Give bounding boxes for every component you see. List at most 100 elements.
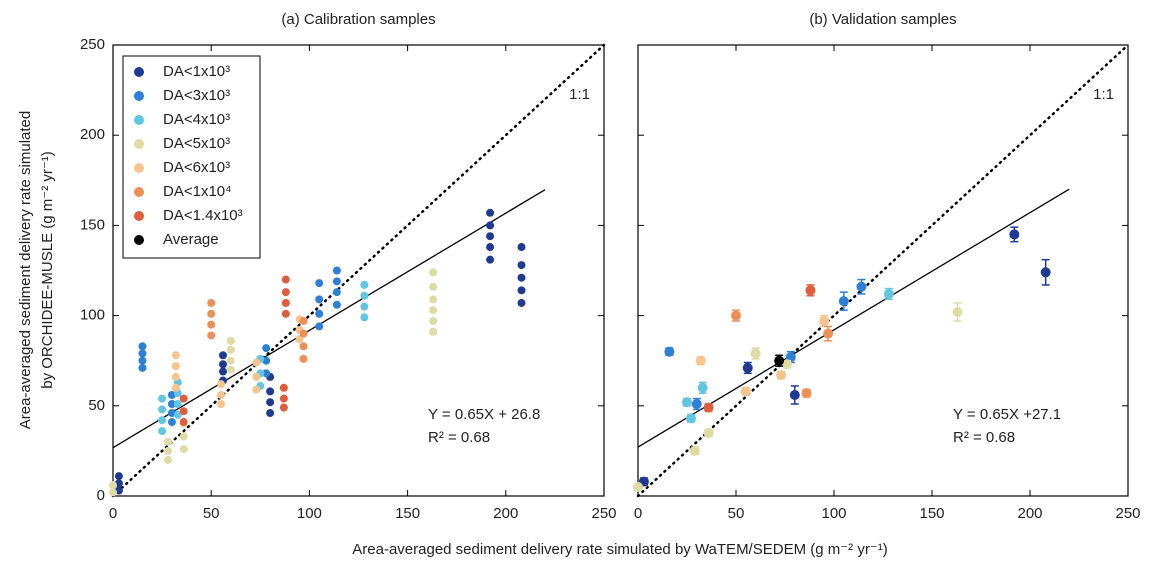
point bbox=[1009, 229, 1020, 240]
point bbox=[486, 243, 495, 252]
point bbox=[486, 208, 495, 217]
point bbox=[789, 389, 800, 400]
point bbox=[823, 328, 834, 339]
point bbox=[138, 356, 147, 365]
point bbox=[332, 288, 341, 297]
point bbox=[179, 432, 188, 441]
point bbox=[517, 273, 526, 282]
y-tick-label: 250 bbox=[80, 36, 105, 53]
point bbox=[266, 387, 275, 396]
point bbox=[697, 382, 708, 393]
point bbox=[332, 266, 341, 275]
x-tick-label: 200 bbox=[493, 505, 518, 522]
x-tick-label: 0 bbox=[109, 505, 117, 522]
legend-box bbox=[122, 55, 261, 259]
point bbox=[179, 407, 188, 416]
x-axis-label: Area-averaged sediment delivery rate sim… bbox=[352, 541, 887, 558]
point bbox=[138, 363, 147, 372]
point bbox=[299, 342, 308, 351]
point bbox=[801, 388, 812, 399]
point bbox=[252, 358, 261, 367]
point bbox=[740, 386, 751, 397]
y-axis-label: Area-averaged sediment delivery rate sim… bbox=[17, 111, 34, 430]
point bbox=[171, 372, 180, 381]
point bbox=[207, 298, 216, 307]
legend-marker bbox=[134, 67, 144, 77]
legend-marker bbox=[134, 211, 144, 221]
point bbox=[695, 355, 706, 366]
point bbox=[299, 329, 308, 338]
y-tick-label: 200 bbox=[80, 126, 105, 143]
x-tick-label: 200 bbox=[1017, 505, 1042, 522]
point bbox=[167, 418, 176, 427]
point bbox=[252, 385, 261, 394]
legend-label: DA<1x10⁴ bbox=[163, 183, 232, 200]
point bbox=[486, 255, 495, 264]
point bbox=[207, 320, 216, 329]
x-tick-label: 50 bbox=[728, 505, 745, 522]
chart-title: (b) Validation samples bbox=[809, 11, 956, 28]
point bbox=[218, 351, 227, 360]
point bbox=[109, 488, 117, 497]
point bbox=[429, 306, 438, 315]
legend-label: DA<4x10³ bbox=[163, 111, 230, 128]
legend-marker bbox=[134, 163, 144, 173]
point bbox=[173, 399, 182, 408]
legend-label: DA<1x10³ bbox=[163, 63, 230, 80]
point bbox=[774, 355, 785, 366]
point bbox=[315, 322, 324, 331]
fit-equation: Y = 0.65X +27.1 bbox=[953, 406, 1061, 423]
x-tick-label: 0 bbox=[634, 505, 642, 522]
point bbox=[682, 397, 692, 408]
point bbox=[281, 309, 290, 318]
legend-label: DA<5x10³ bbox=[163, 135, 230, 152]
point bbox=[883, 288, 894, 299]
plot-frame bbox=[112, 44, 605, 497]
point bbox=[163, 446, 172, 455]
point bbox=[218, 367, 227, 376]
point bbox=[486, 221, 495, 230]
point bbox=[819, 316, 830, 327]
point bbox=[703, 427, 714, 438]
point bbox=[266, 398, 275, 407]
point bbox=[360, 302, 369, 311]
point bbox=[158, 416, 167, 425]
point bbox=[281, 298, 290, 307]
point bbox=[226, 336, 235, 345]
point bbox=[856, 281, 867, 292]
point bbox=[217, 380, 226, 389]
legend-marker bbox=[134, 115, 144, 125]
point bbox=[429, 317, 438, 326]
point bbox=[360, 280, 369, 289]
point bbox=[315, 295, 324, 304]
point bbox=[109, 481, 117, 490]
legend-marker bbox=[134, 235, 144, 245]
y-tick-label: 150 bbox=[80, 216, 105, 233]
y-tick-label: 0 bbox=[97, 487, 105, 504]
point bbox=[226, 345, 235, 354]
point bbox=[158, 405, 167, 414]
point bbox=[158, 394, 167, 403]
point bbox=[429, 295, 438, 304]
chart-title: (a) Calibration samples bbox=[281, 11, 435, 28]
point bbox=[689, 445, 700, 456]
legend-label: DA<1.4x10³ bbox=[163, 207, 243, 224]
point bbox=[281, 275, 290, 284]
legend-label: DA<6x10³ bbox=[163, 159, 230, 176]
point bbox=[838, 296, 849, 307]
x-tick-label: 150 bbox=[919, 505, 944, 522]
y-axis-label: by ORCHIDEE-MUSLE (g m⁻² yr⁻¹) bbox=[39, 151, 56, 389]
point bbox=[171, 362, 180, 371]
point bbox=[1040, 267, 1051, 278]
legend-marker bbox=[134, 139, 144, 149]
point bbox=[517, 261, 526, 270]
x-tick-label: 50 bbox=[203, 505, 220, 522]
point bbox=[691, 398, 702, 409]
point bbox=[703, 402, 714, 413]
point bbox=[114, 472, 123, 481]
point bbox=[360, 313, 369, 322]
point bbox=[207, 331, 216, 340]
point bbox=[429, 282, 438, 291]
point bbox=[171, 383, 180, 392]
